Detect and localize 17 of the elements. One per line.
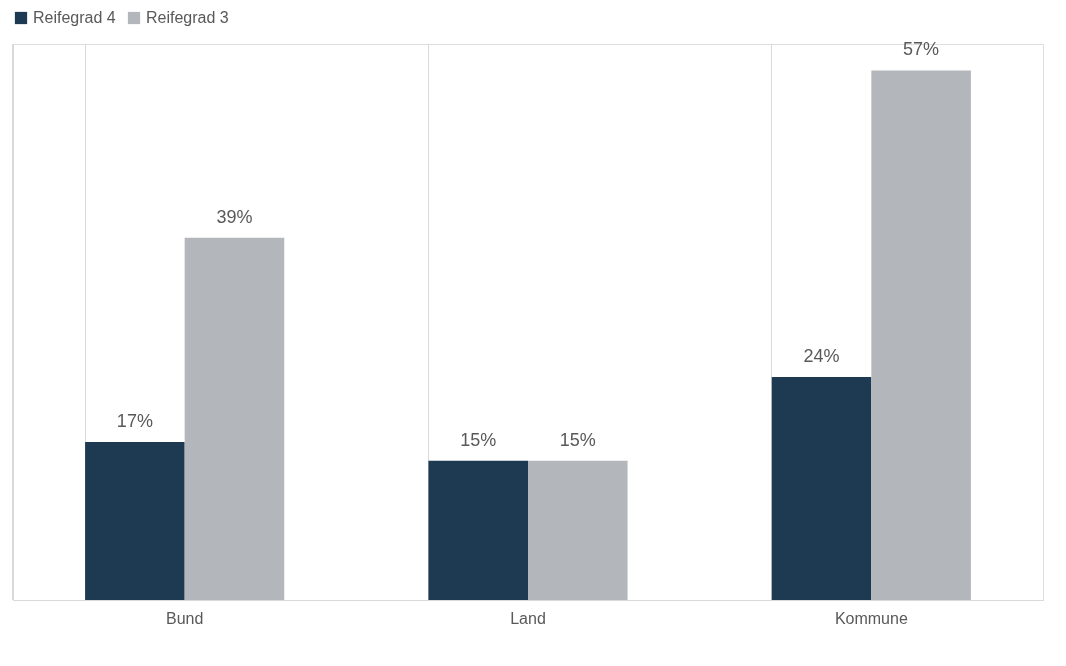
bar (871, 70, 971, 600)
x-tick-label: Bund (165, 609, 204, 627)
bar (428, 460, 528, 600)
data-label: 39% (216, 206, 253, 227)
x-tick-label: Kommune (834, 609, 908, 627)
legend-label: Reifegrad 3 (146, 9, 229, 26)
data-label: 15% (559, 429, 596, 450)
legend-label: Reifegrad 4 (33, 9, 116, 26)
data-label: 15% (460, 429, 497, 450)
bar (528, 460, 628, 600)
data-label: 17% (116, 411, 153, 432)
data-label: 57% (903, 39, 940, 60)
bar (771, 377, 872, 600)
data-label: 24% (803, 346, 840, 367)
x-tick-label: Land (510, 609, 546, 627)
bar (184, 237, 285, 600)
bar (85, 442, 185, 600)
